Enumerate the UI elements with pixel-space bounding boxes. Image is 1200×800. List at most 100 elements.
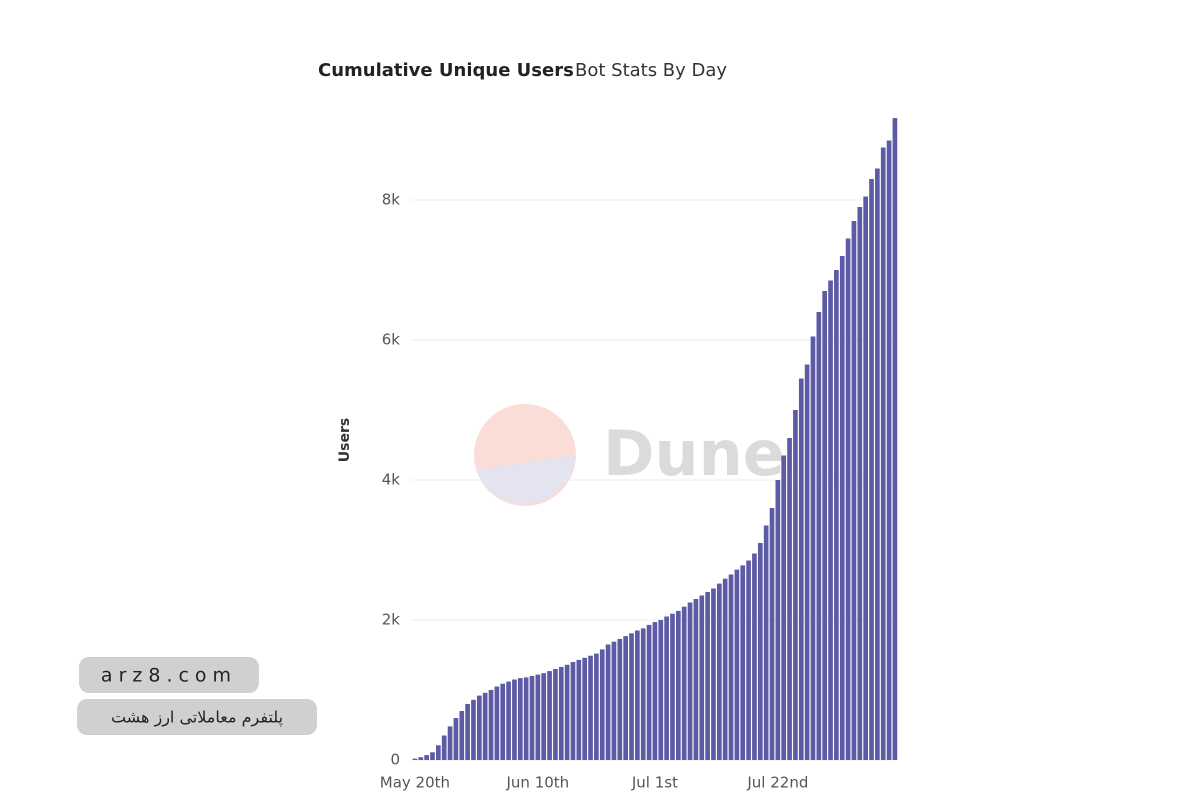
bar bbox=[436, 745, 441, 760]
bar bbox=[605, 644, 611, 760]
tab[interactable]: Bot Stats By Day bbox=[575, 60, 727, 81]
bar bbox=[728, 574, 734, 760]
bar bbox=[699, 595, 705, 760]
bar bbox=[722, 578, 728, 760]
bar bbox=[529, 676, 535, 760]
y-tick-label: 2k bbox=[382, 611, 401, 629]
bar bbox=[629, 633, 634, 760]
bar bbox=[781, 455, 787, 760]
bar bbox=[787, 438, 792, 760]
bar bbox=[816, 312, 822, 760]
bar bbox=[512, 679, 517, 760]
bar bbox=[839, 256, 845, 760]
bar bbox=[517, 678, 523, 760]
bar bbox=[623, 636, 628, 760]
bar bbox=[535, 674, 541, 760]
y-tick-label: 8k bbox=[382, 191, 401, 209]
bar bbox=[822, 291, 828, 760]
bar bbox=[476, 695, 482, 760]
y-tick-label: 0 bbox=[390, 751, 400, 769]
bar bbox=[746, 560, 751, 760]
bar bbox=[804, 364, 810, 760]
bar bbox=[875, 168, 880, 760]
bar bbox=[845, 238, 851, 760]
bar bbox=[863, 196, 868, 760]
bar bbox=[681, 606, 687, 760]
bar bbox=[465, 704, 470, 760]
bar bbox=[798, 378, 804, 760]
bar bbox=[494, 686, 500, 760]
bar bbox=[500, 683, 506, 760]
x-tick-label: Jun 10th bbox=[506, 774, 570, 792]
badge-tagline: پلتفرم معاملاتی ارز هشت bbox=[111, 708, 283, 728]
bar bbox=[564, 664, 570, 760]
bar bbox=[676, 610, 681, 760]
bar bbox=[851, 221, 857, 760]
bar bbox=[482, 692, 488, 760]
bar bbox=[775, 480, 781, 760]
badge-bg bbox=[79, 657, 259, 693]
bar bbox=[687, 602, 693, 760]
y-tick-label: 6k bbox=[382, 331, 401, 349]
bar bbox=[828, 280, 833, 760]
bar bbox=[617, 638, 623, 760]
bar bbox=[757, 543, 763, 760]
bar bbox=[857, 207, 863, 760]
bar bbox=[892, 118, 898, 761]
badge-site: arz8.com bbox=[101, 665, 237, 687]
x-tick-label: Jul 1st bbox=[631, 774, 678, 792]
bar bbox=[599, 649, 605, 760]
bar bbox=[553, 669, 558, 760]
bar bbox=[588, 655, 593, 760]
y-axis-label: Users bbox=[337, 418, 353, 462]
bar bbox=[412, 758, 418, 760]
bar bbox=[471, 699, 476, 760]
bar bbox=[705, 592, 710, 760]
bar bbox=[430, 752, 435, 760]
bar bbox=[453, 718, 459, 760]
bar bbox=[576, 659, 582, 760]
watermark: Dune bbox=[474, 404, 785, 506]
bar bbox=[810, 336, 816, 760]
bar bbox=[693, 599, 699, 760]
bar bbox=[834, 270, 839, 760]
watermark-text: Dune bbox=[603, 417, 785, 490]
bar bbox=[734, 569, 740, 760]
bar bbox=[541, 673, 547, 760]
bar bbox=[506, 681, 511, 760]
bar bbox=[558, 666, 564, 760]
bar bbox=[570, 662, 576, 760]
bar bbox=[447, 726, 453, 760]
bar bbox=[418, 757, 424, 760]
bar bbox=[658, 620, 664, 760]
tab-active[interactable]: Cumulative Unique Users bbox=[318, 60, 574, 81]
bar bbox=[523, 677, 529, 760]
bar bbox=[441, 735, 447, 760]
y-tick-label: 4k bbox=[382, 471, 401, 489]
bar bbox=[886, 140, 892, 760]
x-tick-label: Jul 22nd bbox=[746, 774, 808, 792]
bar bbox=[793, 410, 798, 760]
bar bbox=[611, 641, 617, 760]
bar bbox=[640, 628, 646, 760]
bar bbox=[488, 690, 494, 760]
bar bbox=[869, 179, 874, 760]
bar bbox=[652, 622, 658, 760]
bar bbox=[594, 653, 599, 760]
bar bbox=[664, 616, 669, 760]
badges: arz8.com پلتفرم معاملاتی ارز هشت bbox=[77, 657, 317, 735]
x-tick-label: May 20th bbox=[380, 774, 450, 792]
bar bbox=[711, 588, 716, 760]
bar bbox=[752, 553, 757, 760]
bar bbox=[769, 508, 775, 760]
bar bbox=[547, 671, 552, 760]
bar bbox=[582, 657, 588, 760]
bar bbox=[459, 711, 465, 760]
badge-bg bbox=[77, 699, 317, 735]
bar bbox=[763, 525, 769, 760]
bar bbox=[880, 147, 886, 760]
bar bbox=[635, 630, 640, 760]
bar bbox=[646, 624, 652, 760]
